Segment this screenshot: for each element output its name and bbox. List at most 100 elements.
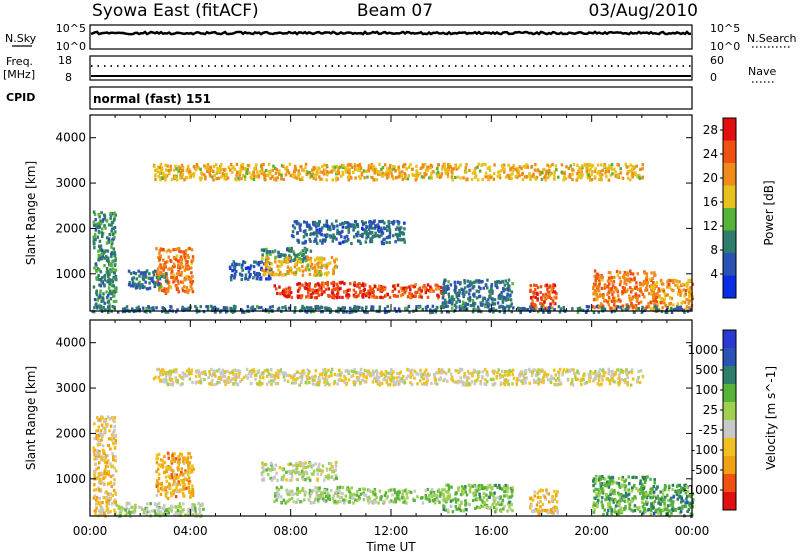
data-cell	[300, 253, 304, 258]
data-cell	[421, 285, 425, 289]
data-cell	[598, 278, 601, 282]
data-cell	[263, 273, 267, 277]
data-cell	[138, 280, 141, 284]
data-cell	[352, 170, 355, 174]
data-cell	[100, 438, 103, 442]
data-cell	[303, 490, 306, 494]
data-cell	[391, 167, 394, 171]
data-cell	[645, 500, 649, 504]
data-cell	[308, 288, 311, 292]
data-cell	[206, 307, 210, 311]
data-cell	[666, 293, 669, 297]
data-cell	[425, 172, 428, 176]
data-cell	[103, 430, 107, 434]
data-cell	[462, 289, 465, 293]
data-cell	[109, 462, 112, 466]
data-cell	[312, 166, 315, 170]
data-cell	[169, 305, 172, 309]
data-cell	[546, 176, 550, 180]
data-cell	[189, 466, 192, 471]
data-cell	[404, 176, 407, 180]
data-cell	[103, 469, 106, 473]
data-cell	[326, 224, 329, 228]
data-cell	[158, 265, 161, 269]
data-cell	[630, 508, 633, 512]
data-cell	[131, 277, 134, 281]
data-cell	[613, 275, 616, 280]
data-cell	[262, 469, 265, 473]
data-cell	[559, 307, 563, 311]
data-cell	[626, 169, 630, 174]
data-cell	[468, 299, 471, 303]
data-cell	[675, 279, 678, 283]
data-cell	[164, 261, 167, 265]
data-cell	[110, 245, 113, 249]
data-cell	[445, 483, 448, 487]
data-cell	[98, 497, 101, 501]
data-cell	[472, 494, 476, 498]
data-cell	[197, 501, 201, 506]
data-cell	[317, 293, 320, 297]
data-cell	[164, 495, 168, 499]
data-cell	[304, 162, 308, 166]
data-cell	[289, 266, 293, 270]
data-cell	[398, 490, 401, 494]
data-cell	[443, 165, 447, 169]
data-cell	[345, 239, 349, 243]
data-cell	[186, 167, 190, 171]
data-cell	[190, 271, 193, 275]
data-cell	[428, 499, 431, 503]
data-cell	[259, 277, 263, 281]
nave-right-top-tick: 60	[710, 54, 724, 67]
data-cell	[639, 482, 642, 486]
data-cell	[444, 304, 447, 309]
data-cell	[655, 305, 658, 309]
data-cell	[580, 173, 584, 177]
data-cell	[171, 453, 174, 457]
data-cell	[365, 236, 368, 240]
data-cell	[220, 175, 223, 179]
data-cell	[531, 301, 535, 305]
data-cell	[313, 173, 316, 177]
data-cell	[292, 235, 295, 239]
data-cell	[255, 175, 259, 179]
data-cell	[333, 235, 336, 239]
data-cell	[182, 252, 186, 256]
data-cell	[412, 294, 415, 298]
data-cell	[99, 509, 103, 513]
data-cell	[289, 462, 292, 466]
data-cell	[543, 508, 547, 513]
data-cell	[679, 293, 682, 297]
data-cell	[171, 269, 174, 273]
data-cell	[168, 284, 171, 288]
data-cell	[599, 302, 603, 306]
data-cell	[296, 289, 300, 293]
data-cell	[290, 471, 293, 475]
data-cell	[424, 168, 428, 172]
data-cell	[107, 437, 111, 441]
data-cell	[108, 272, 111, 277]
data-cell	[102, 251, 105, 255]
data-cell	[437, 287, 441, 291]
data-cell	[191, 290, 195, 294]
data-cell	[190, 282, 193, 286]
data-cell	[414, 178, 417, 182]
data-cell	[596, 171, 599, 175]
data-cell	[662, 301, 666, 305]
data-cell	[605, 497, 608, 501]
data-cell	[103, 301, 106, 305]
data-cell	[478, 495, 482, 499]
data-cell	[295, 500, 298, 504]
data-cell	[262, 163, 265, 167]
data-cell	[186, 291, 190, 295]
data-cell	[638, 294, 641, 298]
data-cell	[95, 506, 98, 510]
data-cell	[177, 290, 180, 294]
data-cell	[172, 273, 176, 277]
data-cell	[490, 285, 493, 289]
data-cell	[359, 176, 362, 181]
data-cell	[554, 164, 558, 168]
data-cell	[685, 305, 689, 309]
data-cell	[503, 310, 506, 315]
data-cell	[134, 505, 137, 509]
